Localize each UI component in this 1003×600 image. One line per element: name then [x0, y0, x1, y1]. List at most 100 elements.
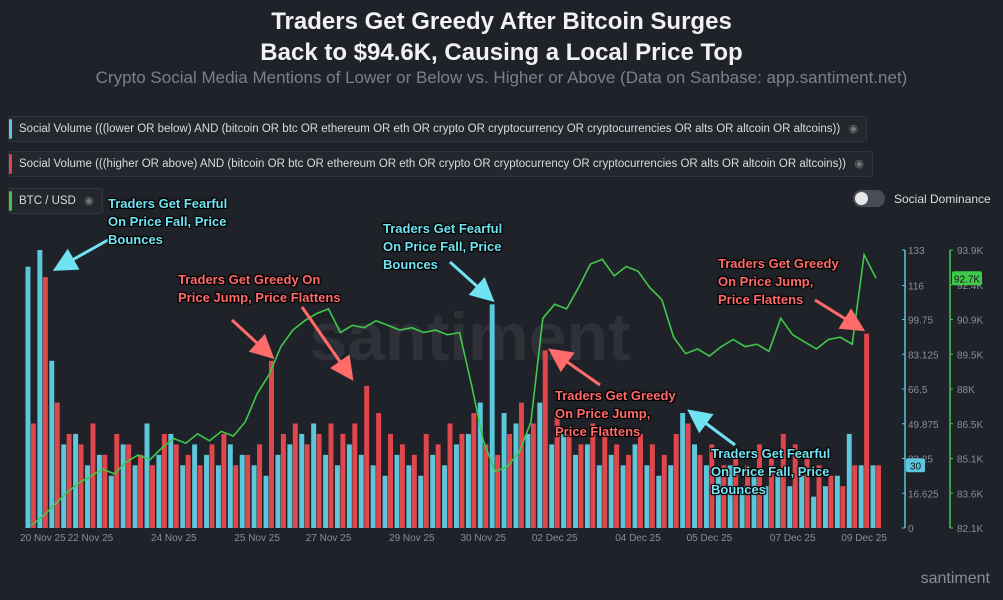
- y-tick-label: 49.875: [908, 420, 939, 431]
- x-tick-label: 09 Dec 25: [841, 533, 887, 544]
- bar: [292, 423, 298, 528]
- bar: [775, 475, 781, 528]
- bar: [66, 433, 72, 528]
- chart-title: Traders Get Greedy After Bitcoin Surges …: [260, 8, 743, 66]
- bar: [561, 433, 567, 528]
- bar: [85, 465, 90, 528]
- x-tick-label: 20 Nov 25: [20, 533, 66, 544]
- bar: [852, 465, 858, 528]
- bar: [435, 444, 441, 528]
- bar: [799, 475, 805, 528]
- bar: [471, 413, 477, 528]
- bar: [299, 433, 305, 528]
- bar: [495, 454, 501, 528]
- value-tag: 30: [910, 461, 922, 472]
- y2-tick-label: 93.9K: [957, 246, 983, 257]
- bar: [590, 423, 596, 528]
- bar: [78, 444, 84, 528]
- bar: [430, 454, 436, 528]
- x-tick-label: 27 Nov 25: [306, 533, 352, 544]
- bar: [518, 402, 524, 528]
- annotation: Traders Get Fearful On Price Fall, Price…: [383, 221, 503, 272]
- bar: [90, 423, 96, 528]
- bar: [811, 496, 817, 528]
- bar: [364, 385, 370, 528]
- bar: [763, 486, 769, 528]
- bar: [804, 454, 810, 528]
- bar: [411, 454, 417, 528]
- annotation: Traders Get Greedy On Price Jump, Price …: [178, 272, 341, 305]
- bar: [542, 350, 548, 528]
- bar: [280, 433, 286, 528]
- bar: [649, 444, 655, 528]
- bar: [49, 360, 55, 528]
- bar: [680, 413, 686, 528]
- bar: [161, 433, 167, 528]
- bar: [566, 433, 572, 528]
- bar: [352, 423, 358, 528]
- watermark: santiment: [309, 299, 630, 375]
- y2-tick-label: 92.4K: [957, 281, 983, 292]
- bar: [709, 444, 715, 528]
- bar: [221, 433, 227, 528]
- bar: [715, 475, 721, 528]
- y-tick-label: 66.5: [908, 385, 928, 396]
- bar: [834, 475, 840, 528]
- bar: [828, 475, 834, 528]
- bar: [180, 465, 186, 528]
- bar: [620, 465, 626, 528]
- bar: [685, 423, 691, 528]
- bar: [668, 465, 674, 528]
- bar: [465, 433, 471, 528]
- bar: [614, 444, 620, 528]
- bar: [96, 454, 102, 528]
- bar: [334, 465, 340, 528]
- bar: [697, 454, 703, 528]
- bar: [870, 465, 876, 528]
- bar: [745, 465, 751, 528]
- y-tick-label: 99.75: [908, 316, 933, 327]
- bar: [185, 454, 191, 528]
- arrow: [300, 306, 354, 381]
- bar: [780, 433, 786, 528]
- bar: [787, 486, 793, 528]
- y-tick-label: 133: [908, 246, 925, 257]
- bar: [447, 423, 453, 528]
- x-tick-label: 29 Nov 25: [389, 533, 435, 544]
- bar: [227, 444, 233, 528]
- bar: [846, 433, 852, 528]
- bar: [554, 413, 560, 528]
- bar: [215, 465, 221, 528]
- legend-item: Social Volume (((lower OR below) AND (bi…: [8, 116, 868, 142]
- legend-swatch: [9, 119, 12, 139]
- bar: [721, 465, 727, 528]
- x-tick-label: 07 Dec 25: [770, 533, 816, 544]
- social-dominance-toggle[interactable]: [853, 190, 885, 207]
- annotation-arrows: [52, 238, 866, 447]
- bar: [768, 454, 774, 528]
- bar: [156, 454, 162, 528]
- bar: [316, 433, 322, 528]
- arrow: [52, 238, 109, 271]
- bar: [792, 444, 798, 528]
- bar: [144, 423, 150, 528]
- bar: [459, 433, 465, 528]
- bar: [257, 444, 263, 528]
- bar: [733, 454, 739, 528]
- bar: [108, 475, 114, 528]
- bar: [454, 444, 459, 528]
- bar: [340, 433, 346, 528]
- bar: [251, 465, 257, 528]
- bar: [311, 423, 317, 528]
- bar: [507, 433, 513, 528]
- bar: [275, 454, 281, 528]
- bar: [418, 475, 424, 528]
- bar: [376, 413, 382, 528]
- value-tag-bg: [952, 271, 982, 286]
- y2-tick-label: 85.1K: [957, 455, 983, 466]
- x-tick-label: 24 Nov 25: [151, 533, 197, 544]
- bar: [501, 413, 507, 528]
- bar: [626, 454, 632, 528]
- bar: [263, 475, 269, 528]
